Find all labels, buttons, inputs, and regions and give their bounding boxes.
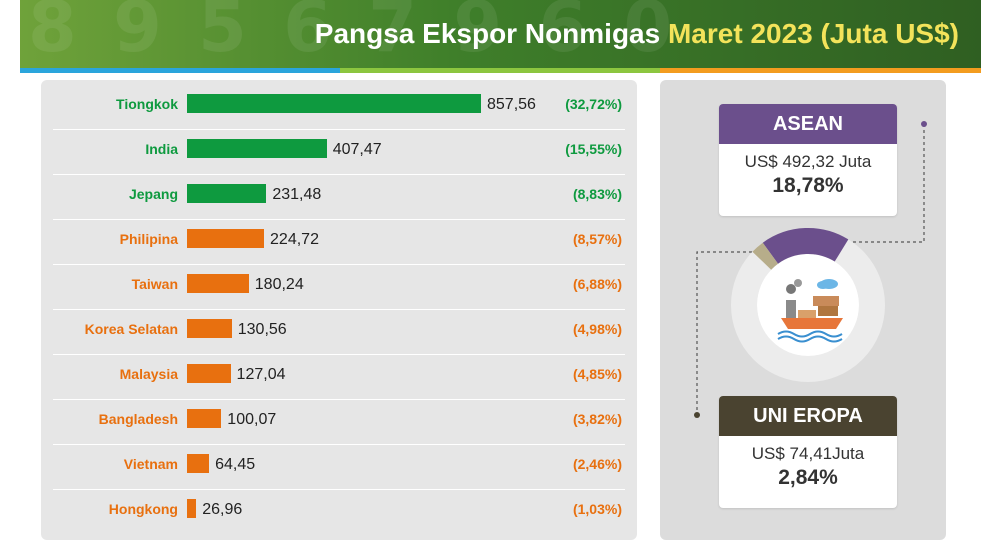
bar xyxy=(187,229,265,248)
eu-title: UNI EROPA xyxy=(719,396,897,436)
bar xyxy=(187,94,481,113)
bar xyxy=(187,319,232,338)
share-label: (32,72%) xyxy=(565,96,622,112)
category-label: Vietnam xyxy=(123,456,178,472)
stripe-blue xyxy=(20,68,340,73)
row-divider xyxy=(53,444,625,445)
row-divider xyxy=(53,309,625,310)
value-label: 127,04 xyxy=(236,366,286,383)
category-label: Jepang xyxy=(128,186,178,202)
header-decoration: 8 9 5 6 7 9 6 0 xyxy=(28,0,679,68)
row-divider xyxy=(53,219,625,220)
asean-percent: 18,78% xyxy=(772,174,844,197)
share-label: (4,98%) xyxy=(572,321,622,337)
value-label: 407,47 xyxy=(332,141,382,158)
value-label: 224,72 xyxy=(270,231,319,248)
asean-amount: US$ 492,32 Juta xyxy=(744,152,872,171)
category-label: India xyxy=(145,141,178,157)
infographic: 8 9 5 6 7 9 6 0 Pangsa Ekspor Nonmigas M… xyxy=(20,0,981,540)
eu-card: UNI EROPA US$ 74,41Juta 2,84% xyxy=(719,396,897,508)
share-label: (1,03%) xyxy=(572,501,622,517)
value-label: 26,96 xyxy=(202,501,243,518)
page-title: Pangsa Ekspor Nonmigas Maret 2023 (Juta … xyxy=(315,18,959,50)
share-label: (8,57%) xyxy=(572,231,622,247)
row-divider xyxy=(53,174,625,175)
bar xyxy=(187,139,327,158)
category-label: Hongkong xyxy=(108,501,178,517)
header-banner: 8 9 5 6 7 9 6 0 Pangsa Ekspor Nonmigas M… xyxy=(20,0,981,68)
row-divider xyxy=(53,489,625,490)
bar xyxy=(187,274,249,293)
asean-title: ASEAN xyxy=(719,104,897,144)
title-highlight: Maret 2023 (Juta US$) xyxy=(667,18,959,49)
bar xyxy=(187,364,231,383)
share-label: (3,82%) xyxy=(572,411,622,427)
bar xyxy=(187,499,197,518)
value-label: 231,48 xyxy=(272,186,322,203)
stripe-green xyxy=(340,68,660,73)
bar-chart-panel xyxy=(41,80,637,540)
value-label: 857,56 xyxy=(487,96,536,113)
value-label: 130,56 xyxy=(237,321,287,338)
category-label: Taiwan xyxy=(131,276,178,292)
bar xyxy=(187,454,210,473)
row-divider xyxy=(53,354,625,355)
title-main: Pangsa Ekspor Nonmigas xyxy=(314,18,661,49)
category-label: Korea Selatan xyxy=(84,321,178,337)
value-label: 64,45 xyxy=(215,456,256,473)
share-label: (4,85%) xyxy=(572,366,622,382)
category-label: Malaysia xyxy=(119,366,178,382)
value-label: 100,07 xyxy=(227,411,277,428)
category-label: Bangladesh xyxy=(98,411,178,427)
bar xyxy=(187,184,267,203)
share-label: (15,55%) xyxy=(565,141,622,157)
row-divider xyxy=(53,129,625,130)
row-divider xyxy=(53,264,625,265)
bar xyxy=(187,409,222,428)
share-label: (6,88%) xyxy=(572,276,622,292)
category-label: Philipina xyxy=(119,231,178,247)
eu-percent: 2,84% xyxy=(778,466,838,489)
row-divider xyxy=(53,399,625,400)
share-label: (8,83%) xyxy=(572,186,622,202)
value-label: 180,24 xyxy=(254,276,304,293)
asean-card: ASEAN US$ 492,32 Juta 18,78% xyxy=(719,104,897,216)
eu-amount: US$ 74,41Juta xyxy=(751,444,865,463)
stripe-orange xyxy=(660,68,981,73)
category-label: Tiongkok xyxy=(116,96,178,112)
share-label: (2,46%) xyxy=(572,456,622,472)
